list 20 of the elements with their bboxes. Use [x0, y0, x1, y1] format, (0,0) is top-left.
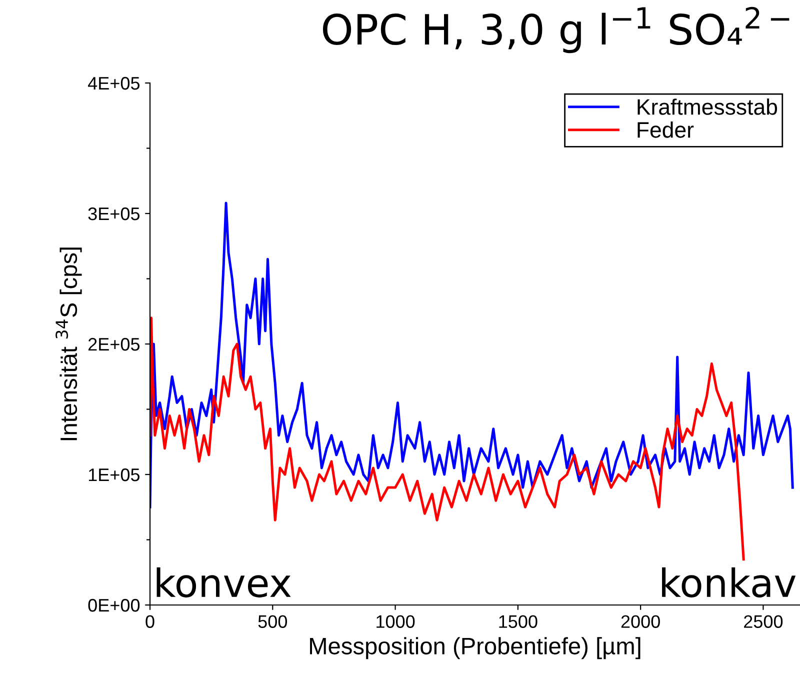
line-series — [150, 202, 794, 508]
chart-title: OPC H, 3,0 g l$^{−1}$ SO₄$^{2−}$ — [322, 6, 790, 54]
y-tick-label: 2E+05 — [88, 338, 140, 351]
annotation: konvex — [156, 567, 291, 598]
y-tick-label: 3E+05 — [88, 207, 140, 220]
y-tick-label: 0E+00 — [88, 598, 140, 612]
legend-label: Feder — [638, 121, 694, 138]
x-axis-title: Messposition (Probentiefe) [µm] — [310, 637, 640, 660]
x-tick-label: 1000 — [376, 615, 415, 628]
line-series — [150, 316, 745, 561]
x-tick-label: 0 — [146, 615, 154, 628]
y-axis-title: Intensität $^{34}$S [cps] — [56, 248, 82, 440]
x-tick-label: 2000 — [621, 615, 660, 628]
x-tick-label: 500 — [258, 615, 287, 628]
y-tick-label: 4E+05 — [88, 76, 140, 90]
x-tick-label: 1500 — [499, 615, 538, 628]
legend-label: Kraftmessstab — [638, 98, 778, 115]
annotation: konkav — [662, 567, 796, 598]
y-tick-label: 1E+05 — [88, 468, 140, 482]
x-tick-label: 2500 — [744, 615, 783, 628]
